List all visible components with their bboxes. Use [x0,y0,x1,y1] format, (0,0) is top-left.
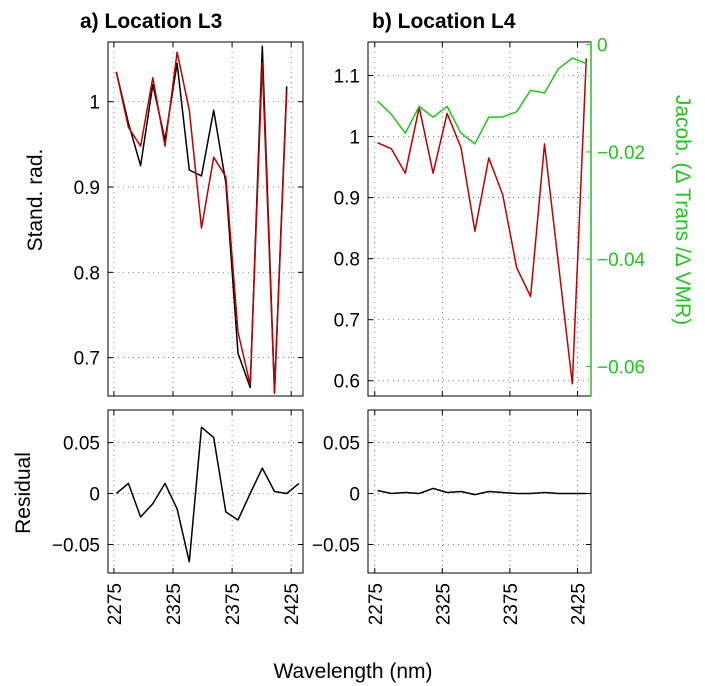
xtick-label-0: 2275 [105,583,126,625]
ytick-label-0: −0.05 [312,535,360,556]
xtick-label-1: 2325 [433,583,454,625]
xtick-label-1: 2325 [164,583,185,625]
ytick-label-2: 0.05 [63,434,100,455]
panel-a_top: 0.7 0.8 0.9 1 [74,41,304,397]
ytick-label-1: 0 [349,485,360,506]
series-green-b_top [376,57,587,145]
axes-box-a_top [107,41,304,397]
ytick-label-3: 1 [89,93,100,114]
ytick-label-2: 0.05 [323,434,360,455]
xtick-label-3: 2425 [568,583,589,625]
series-red-b_top [377,58,588,385]
y2tick-label-0: 0 [597,36,608,57]
ytick-label-1: 0 [89,485,100,506]
series-black-a_bottom [115,426,300,563]
xtick-label-2: 2375 [501,583,522,625]
xtick-label-2: 2375 [223,583,244,625]
series-black-b_bottom [377,487,587,496]
panel-b_bottom: 2275 2325 2375 2425 −0.05 0 0.05 [312,409,592,625]
panel-b-title: b) Location L4 [372,10,516,33]
panel-a_bottom: 2275 2325 2375 2425 −0.05 0 0.05 [52,409,304,625]
ylabel-residual: Residual [12,452,35,534]
xlabel-wavelength: Wavelength (nm) [273,660,432,683]
ytick-label-2: 0.8 [334,250,360,271]
axes-box-a_bottom [107,409,304,574]
ytick-label-4: 1 [349,128,360,149]
series-red-a_top [115,51,288,395]
xtick-label-3: 2425 [282,583,303,625]
panel-b_top: 0.6 0.7 0.8 0.9 1 1.1 0 −0.02 −0.04 −0.06 [334,36,646,397]
ytick-label-0: −0.05 [52,535,100,556]
xtick-label-0: 2275 [366,583,387,625]
ytick-label-3: 0.9 [334,189,360,210]
y2tick-label-1: −0.02 [597,143,645,164]
ytick-label-0: 0.7 [74,349,100,370]
ytick-label-1: 0.8 [74,263,100,284]
ytick-label-5: 1.1 [334,67,360,88]
ylabel-stand-rad: Stand. rad. [24,149,47,252]
axes-box-b_bottom [367,409,592,574]
ytick-label-2: 0.9 [74,178,100,199]
ytick-label-0: 0.6 [334,372,360,393]
y2tick-label-2: −0.04 [597,250,646,271]
ytick-label-1: 0.7 [334,311,360,332]
axes-box-b_top [367,41,592,397]
y2tick-label-3: −0.06 [597,358,645,379]
ylabel-jacobian: Jacob. (Δ Trans /Δ VMR) [671,95,694,325]
panel-a-title: a) Location L3 [80,10,222,33]
